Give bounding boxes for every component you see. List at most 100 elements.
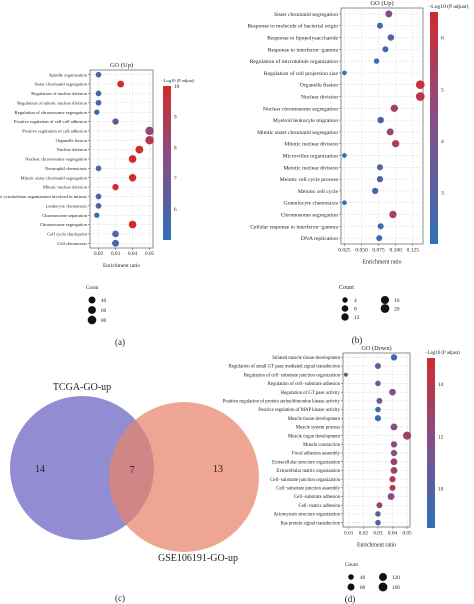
- category-label: Mitotic sister chromatid segregation: [257, 130, 338, 136]
- colorbar: [430, 12, 438, 244]
- x-tick-label: 0.01: [344, 530, 354, 536]
- data-point: [128, 174, 137, 182]
- category-label: Spindle organization: [49, 72, 88, 77]
- category-label: Nuclear division: [57, 147, 88, 152]
- data-point: [342, 70, 347, 76]
- data-point: [376, 175, 384, 183]
- data-point: [390, 104, 398, 112]
- dot-plot-panel-1: GO (Up) Sister chromatid segregation Respo…: [247, 0, 468, 345]
- venn-panel-2: TCGA-GO-up GSE106191-GO-up 14 7 13 (c): [10, 382, 259, 603]
- category-label: Chromosome separation: [42, 213, 87, 218]
- category-label: Cell cycle checkpoint: [47, 232, 88, 237]
- data-point: [374, 363, 381, 370]
- colorbar-tick-label: 12: [438, 434, 444, 440]
- size-legend-dot: [380, 304, 390, 313]
- data-point: [342, 200, 347, 206]
- data-point: [117, 80, 125, 88]
- category-label: Regulation of microtubule organization: [250, 58, 338, 65]
- colorbar-tick-label: 6: [174, 207, 177, 213]
- data-point: [377, 116, 384, 124]
- category-label: Muscle contraction: [303, 443, 340, 448]
- data-point: [386, 128, 394, 136]
- size-legend-dot: [380, 295, 390, 305]
- category-label: Positive regulation of cell-cell adhesio…: [14, 119, 88, 124]
- category-label: Striated muscle tissue development: [272, 356, 340, 361]
- size-legend-dot: [88, 306, 96, 314]
- data-point: [403, 431, 412, 440]
- data-point: [387, 34, 395, 41]
- data-point: [95, 193, 102, 200]
- category-label: Regulation of nuclear division: [31, 91, 87, 96]
- venn-set-b-label: GSE106191-GO-up: [158, 553, 238, 564]
- size-legend-label: 8: [354, 306, 357, 312]
- size-legend-label: 40: [101, 298, 107, 304]
- data-point: [135, 145, 144, 154]
- x-axis-label: Enrichment ratio: [103, 263, 140, 269]
- data-point: [389, 476, 396, 483]
- data-point: [389, 484, 396, 491]
- colorbar-tick-label: 10: [438, 487, 444, 493]
- category-label: Microvillus organization: [283, 153, 339, 159]
- data-point: [112, 230, 119, 238]
- venn-set-a-label: TCGA-GO-up: [53, 382, 111, 393]
- category-label: Muscle tissue development: [288, 417, 341, 422]
- category-label: Meiotic cell cycle process: [280, 177, 338, 183]
- category-label: Microtubule cytoskeleton organization in…: [0, 194, 87, 199]
- data-point: [415, 80, 425, 90]
- category-label: Extracellular matrix organization: [276, 469, 340, 474]
- colorbar-tick-label: 14: [438, 382, 444, 388]
- category-label: Nuclear division: [301, 94, 338, 100]
- size-legend-label: 160: [392, 585, 400, 591]
- data-point: [376, 397, 383, 404]
- size-legend-label: 20: [394, 306, 400, 312]
- colorbar-tick-label: 8: [174, 145, 177, 151]
- data-point: [390, 441, 398, 448]
- data-point: [374, 415, 382, 422]
- data-point: [389, 388, 396, 396]
- category-label: Cell chemotaxis: [57, 241, 87, 246]
- data-point: [112, 183, 119, 191]
- data-point: [94, 109, 100, 115]
- category-label: Cellular response to interferon−gamma: [250, 223, 338, 230]
- category-label: Leukocyte chemotaxis: [46, 203, 88, 208]
- category-label: Positive regulation of protein serine/th…: [223, 400, 341, 405]
- size-legend-label: 16: [394, 298, 400, 304]
- data-point: [95, 202, 102, 209]
- category-label: Cell−substrate junction organization: [270, 478, 340, 483]
- data-point: [385, 10, 393, 18]
- x-tick-label: 0.03: [111, 251, 120, 257]
- size-legend-label: 4: [354, 298, 357, 304]
- size-legend-label: 120: [392, 575, 400, 581]
- x-tick-label: 0.125: [407, 248, 420, 254]
- category-label: Extracellular structure organization: [272, 460, 340, 465]
- size-legend-dot: [88, 296, 96, 304]
- size-legend-dot: [87, 315, 97, 325]
- plot-title: GO (Up): [110, 62, 133, 69]
- data-point: [391, 140, 400, 148]
- data-point: [128, 220, 137, 229]
- data-point: [128, 155, 137, 163]
- x-tick-label: 0.04: [128, 251, 137, 257]
- x-tick-label: 0.025: [338, 248, 351, 254]
- x-tick-label: 0.050: [355, 248, 368, 254]
- category-label: Positive regulation of MAP kinase activi…: [258, 408, 340, 413]
- size-legend-title: Count: [339, 285, 354, 291]
- data-point: [389, 210, 397, 219]
- category-label: Mitotic sister chromatid segregation: [21, 175, 88, 180]
- plot-frame: [340, 7, 424, 245]
- venn-only-a-count: 14: [35, 464, 45, 475]
- category-label: Response to lipopolysaccharide: [267, 35, 338, 41]
- data-point: [376, 22, 383, 29]
- size-legend-dot: [341, 305, 349, 312]
- size-legend-label: 80: [101, 318, 107, 324]
- data-point: [112, 118, 119, 125]
- x-tick-label: 0.100: [389, 248, 402, 254]
- colorbar-tick-label: 4: [441, 139, 444, 145]
- size-legend-dot: [378, 582, 388, 592]
- category-label: Myeloid leukocyte migration: [273, 118, 338, 124]
- colorbar-tick-label: 7: [174, 176, 177, 182]
- data-point: [95, 71, 102, 78]
- data-point: [343, 372, 348, 377]
- category-label: Regulation of cell projection size: [264, 70, 339, 77]
